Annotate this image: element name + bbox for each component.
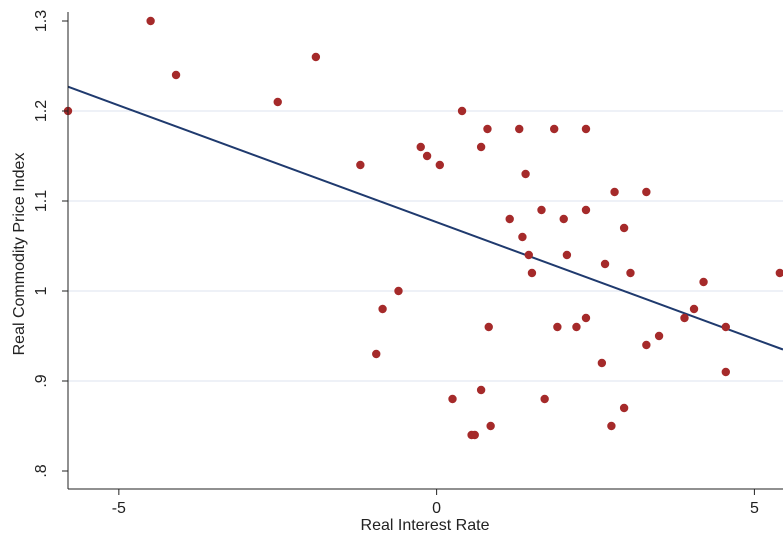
y-tick-label: 1.3 xyxy=(33,10,50,32)
data-point xyxy=(457,106,467,116)
data-point xyxy=(486,421,495,431)
data-point xyxy=(626,268,635,278)
data-point xyxy=(559,214,568,224)
axes xyxy=(62,12,783,495)
y-tick-label: 1 xyxy=(33,286,50,295)
data-point xyxy=(146,16,155,26)
data-point xyxy=(721,322,730,332)
tick-labels: .8 .9 1 1.1 1.2 1.3 -5 0 5 xyxy=(33,10,759,517)
y-axis-title: Real Commodity Price Index xyxy=(11,153,28,356)
data-point xyxy=(540,394,549,404)
data-point xyxy=(699,277,708,287)
x-axis-title: Real Interest Rate xyxy=(361,517,490,534)
data-point xyxy=(515,124,524,134)
data-point xyxy=(484,322,493,332)
data-point xyxy=(775,268,783,278)
data-points xyxy=(63,16,783,440)
data-point xyxy=(562,250,572,260)
y-tick-label: 1.2 xyxy=(33,100,50,122)
data-point xyxy=(448,394,457,404)
x-tick-label: 0 xyxy=(432,500,441,517)
data-point xyxy=(619,223,629,233)
data-point xyxy=(572,322,581,332)
data-point xyxy=(654,331,664,341)
data-point xyxy=(356,160,365,170)
data-point xyxy=(537,205,546,215)
data-point xyxy=(581,205,591,215)
x-tick-label: 5 xyxy=(750,500,759,517)
data-point xyxy=(597,358,607,368)
data-point xyxy=(642,187,651,197)
data-point xyxy=(689,304,699,314)
data-point xyxy=(483,124,492,134)
data-point xyxy=(372,349,381,359)
data-point xyxy=(619,403,629,413)
data-point xyxy=(553,322,562,332)
data-point xyxy=(311,52,321,62)
y-tick-label: .8 xyxy=(33,464,50,477)
data-point xyxy=(581,124,591,134)
grid-lines xyxy=(68,110,783,382)
data-point xyxy=(524,250,533,260)
data-point xyxy=(394,286,403,296)
data-point xyxy=(600,259,610,269)
data-point xyxy=(642,340,651,350)
data-point xyxy=(607,421,616,431)
data-point xyxy=(476,142,486,152)
data-point xyxy=(435,160,444,170)
data-point xyxy=(527,268,537,278)
data-point xyxy=(505,214,514,224)
data-point xyxy=(171,70,181,80)
y-tick-label: 1.1 xyxy=(33,190,50,212)
data-point xyxy=(581,313,591,323)
data-point xyxy=(476,385,486,395)
data-point xyxy=(721,367,730,377)
data-point xyxy=(273,97,282,107)
x-tick-label: -5 xyxy=(112,500,126,517)
data-point xyxy=(610,187,619,197)
fit-line-group xyxy=(67,85,783,351)
data-point xyxy=(416,142,425,152)
data-point xyxy=(518,232,527,242)
data-point xyxy=(470,430,479,440)
data-point xyxy=(521,169,530,179)
y-tick-label: .9 xyxy=(33,374,50,387)
data-point xyxy=(550,124,559,134)
data-point xyxy=(422,151,432,161)
fit-line xyxy=(67,85,783,351)
data-point xyxy=(378,304,387,314)
data-point xyxy=(680,313,689,323)
